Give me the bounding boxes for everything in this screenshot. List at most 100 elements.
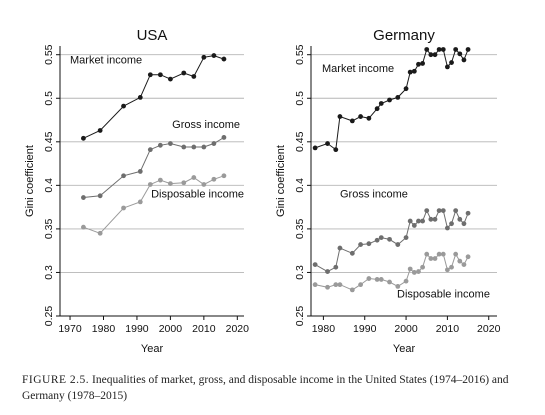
- usa-market-income-point: [211, 53, 217, 58]
- germany-market-income-point: [440, 47, 446, 52]
- usa-disposable-income-point: [168, 181, 173, 187]
- germany-disposable-income-point: [457, 258, 463, 264]
- usa-market-income-point: [97, 128, 103, 133]
- germany-gross-income-point: [457, 216, 463, 222]
- germany-market-income-point: [420, 61, 425, 66]
- germany-gross-income-point: [378, 235, 384, 241]
- germany-market-income-point: [333, 147, 339, 153]
- germany-disposable-income-point: [416, 269, 421, 274]
- germany-y-tick-label: 0.45: [294, 131, 306, 152]
- germany-disposable-income-point: [358, 282, 363, 288]
- usa-market-income-point: [157, 72, 163, 78]
- germany-market-income-point: [432, 52, 438, 58]
- usa-market-income-point: [221, 56, 227, 62]
- germany-gross-income-point: [387, 236, 392, 242]
- usa-disposable-income-point: [181, 180, 187, 186]
- germany-gross-income-point: [411, 223, 417, 228]
- usa-disposable-income-point: [201, 182, 207, 187]
- germany-x-tick-label: 1990: [353, 323, 377, 335]
- usa-market-income-point: [81, 135, 86, 141]
- usa-market-income-point: [168, 76, 173, 82]
- germany-disposable-income-point: [333, 282, 339, 288]
- usa-y-axis-label: Gini coefficient: [24, 145, 36, 217]
- germany-disposable-income-point: [337, 282, 343, 288]
- germany-y-tick-label: 0.55: [294, 44, 306, 65]
- figure-caption: FIGURE 2.5. Inequalities of market, gros…: [22, 372, 532, 404]
- usa-gross-income-point: [221, 135, 227, 140]
- germany-market-income-point: [403, 86, 409, 92]
- usa-market-income-point: [181, 70, 187, 76]
- germany-market-income-point: [411, 68, 417, 74]
- germany-x-axis-label: Year: [393, 343, 416, 355]
- germany-disposable-income-point: [465, 254, 471, 260]
- usa-x-tick-label: 1990: [125, 323, 149, 335]
- germany-gross-income-point: [312, 262, 318, 268]
- usa-gross-income-point: [181, 144, 187, 150]
- usa-title: USA: [137, 27, 168, 44]
- germany-gross-income-point: [358, 242, 363, 247]
- germany-disposable-income-point: [387, 279, 392, 285]
- usa-x-tick-label: 2010: [192, 323, 216, 335]
- germany-disposable-income-point: [378, 277, 384, 282]
- germany-disposable-income-point: [395, 283, 401, 289]
- germany-gross-income-point: [424, 208, 430, 214]
- germany-market-income-point: [395, 94, 401, 100]
- germany-gross-income-point: [428, 216, 434, 222]
- germany-gross-income-point: [436, 208, 442, 214]
- germany-disposable-income-point: [366, 276, 372, 281]
- germany-gross-income-point: [445, 225, 450, 231]
- germany-disposable-income-point: [349, 287, 355, 293]
- germany-y-axis-label: Gini coefficient: [275, 145, 287, 217]
- germany-gross-income-point: [407, 218, 413, 224]
- usa-market-income-point: [147, 72, 153, 78]
- usa-market-income-point: [191, 74, 197, 79]
- germany-market-income-point: [445, 64, 450, 70]
- usa-gross-income-point: [168, 141, 173, 146]
- germany-disposable-income-point: [407, 266, 413, 272]
- usa-x-tick-label: 1970: [58, 323, 82, 335]
- usa-disposable-income-point: [81, 224, 86, 230]
- usa-disposable-income-point: [97, 230, 103, 236]
- germany-disposable-income-point: [428, 256, 434, 261]
- germany-gross-income-point: [403, 235, 409, 241]
- usa-gross-income-point: [147, 147, 153, 153]
- usa-y-tick-label: 0.25: [43, 306, 55, 327]
- germany-disposable-income-point: [453, 251, 459, 257]
- germany-x-tick-label: 2000: [394, 323, 418, 335]
- usa-disposable-income-point: [211, 176, 217, 182]
- germany-disposable-income-point: [445, 267, 450, 273]
- usa-disposable-income-point: [137, 199, 143, 205]
- figure-caption-label: FIGURE 2.5.: [22, 374, 90, 386]
- germany-gross-income-point: [432, 216, 438, 222]
- usa-market-income-point: [121, 103, 126, 109]
- germany-x-tick-label: 2010: [436, 323, 460, 335]
- germany-market-income-point: [349, 118, 355, 124]
- usa-panel: 0.25 0.3 0.35 0.4 0.45 0.5 0.55 1970 1980 1990 200…: [24, 27, 249, 355]
- germany-gross-income-point: [349, 250, 355, 256]
- usa-disposable-income-point: [121, 205, 126, 211]
- usa-x-axis-label: Year: [141, 343, 164, 355]
- usa-gross-income-point: [137, 169, 143, 174]
- usa-gross-income-point: [191, 144, 197, 150]
- usa-x-tick-label: 2000: [159, 323, 183, 335]
- germany-market-income-point: [428, 52, 434, 58]
- figure-caption-text: Inequalities of market, gross, and dispo…: [22, 374, 509, 402]
- germany-panel: 0.25 0.3 0.35 0.4 0.45 0.5 0.55 1980 1990 2000 201…: [275, 27, 501, 355]
- germany-market-income-point: [449, 60, 454, 65]
- germany-market-income-point: [424, 47, 430, 52]
- usa-gross-income-point: [81, 195, 86, 200]
- usa-y-tick-label: 0.55: [43, 44, 55, 65]
- germany-market-income-point: [312, 145, 318, 151]
- germany-market-income-point: [378, 101, 384, 106]
- germany-disposable-income-point: [403, 278, 409, 284]
- germany-gross-income-point: [395, 242, 401, 247]
- germany-disposable-income-point: [440, 251, 446, 257]
- germany-market-income-point: [461, 57, 467, 63]
- germany-gross-income-point: [325, 269, 330, 274]
- germany-market-income-point: [366, 115, 372, 121]
- usa-y-tick-label: 0.3: [43, 265, 55, 280]
- germany-gross-income-point: [333, 264, 339, 270]
- germany-y-tick-label: 0.3: [294, 265, 306, 280]
- germany-y-tick-label: 0.35: [294, 219, 306, 240]
